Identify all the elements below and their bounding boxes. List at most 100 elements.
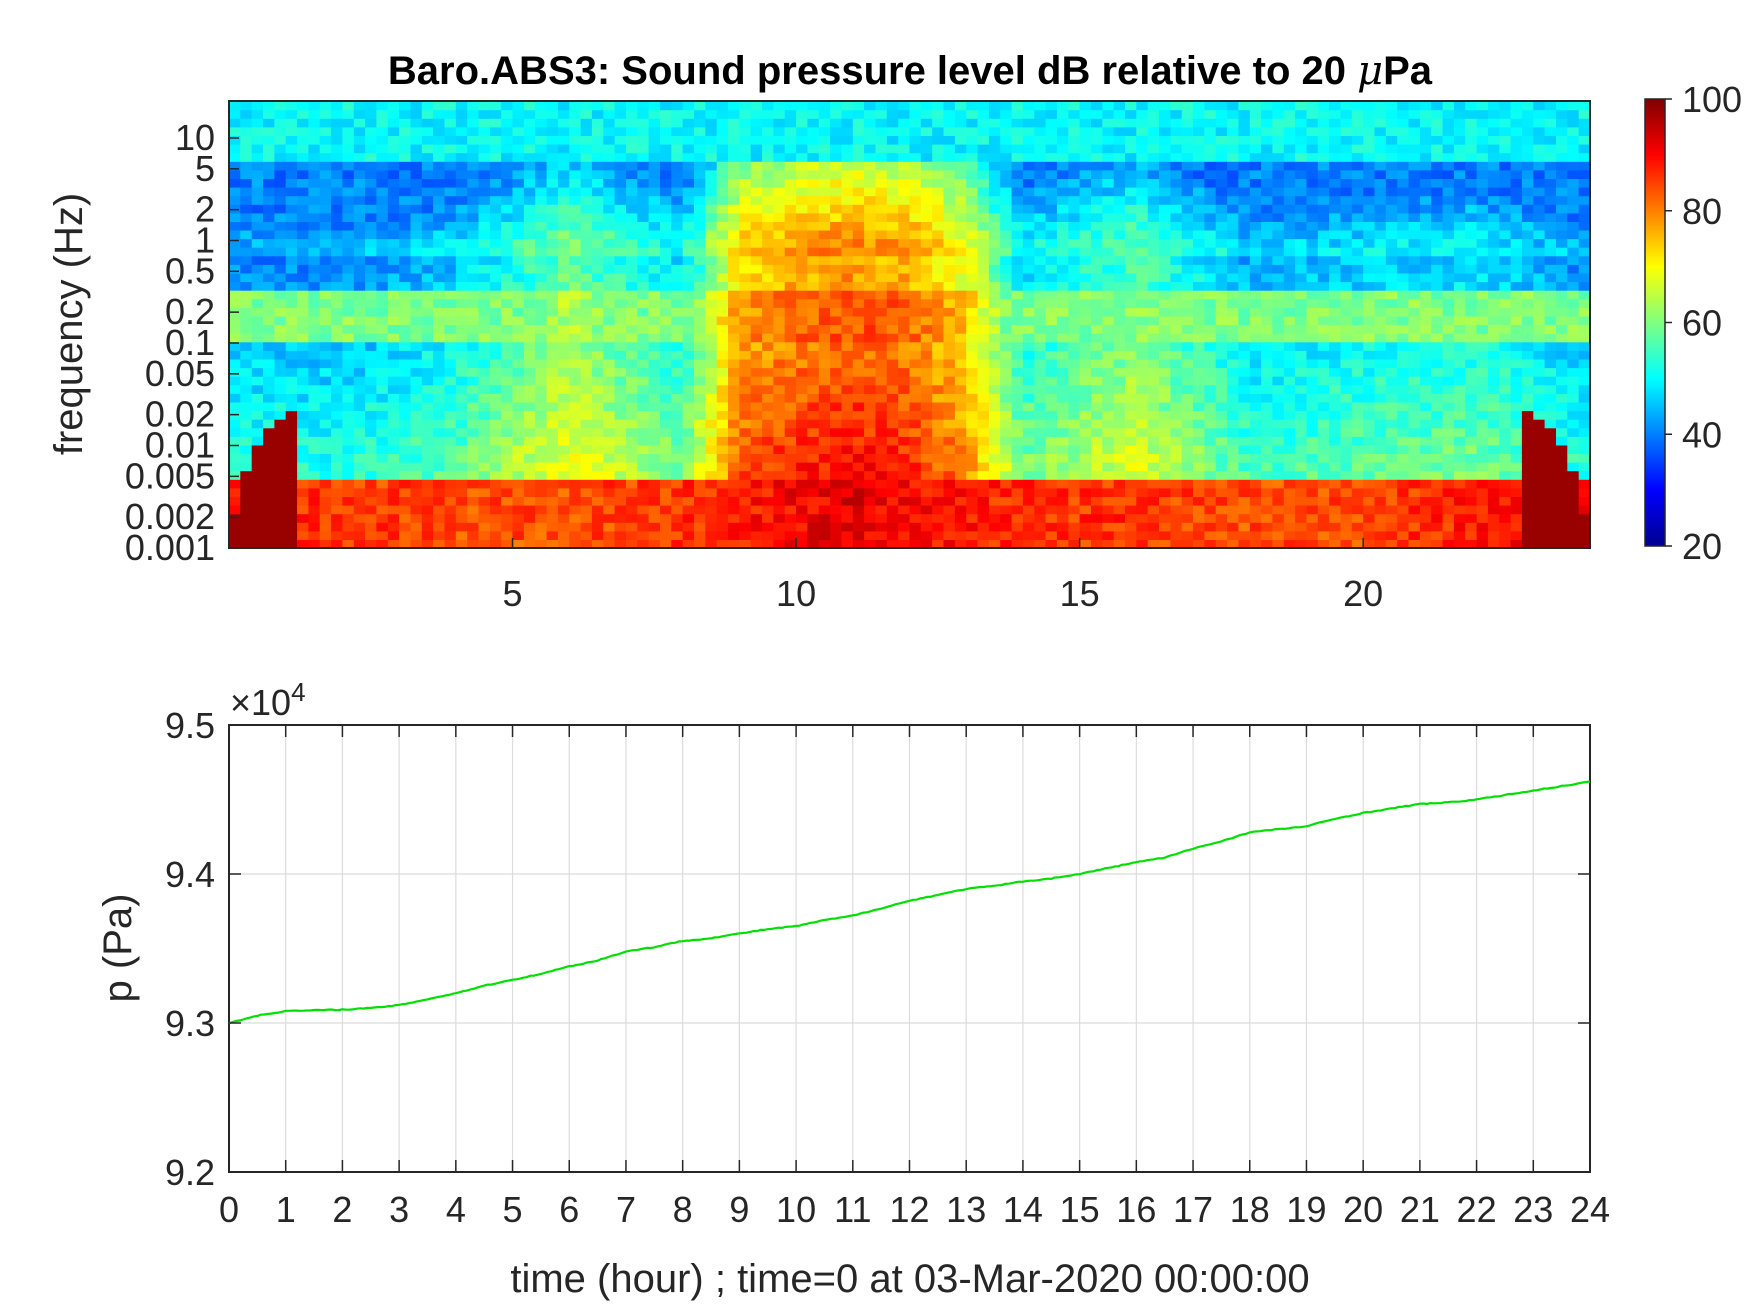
spectrogram-cell	[240, 144, 253, 154]
spectrogram-cell	[807, 358, 820, 369]
spectrogram-cell	[1238, 247, 1251, 257]
spectrogram-cell	[909, 290, 922, 300]
spectrogram-cell	[1113, 315, 1126, 326]
spectrogram-cell	[1227, 350, 1239, 360]
spectrogram-cell	[898, 358, 911, 369]
spectrogram-cell	[648, 470, 661, 480]
spectrogram-cell	[1011, 384, 1024, 394]
spectrogram-cell	[943, 513, 956, 523]
spectrogram-cell	[966, 324, 979, 334]
spectrogram-cell	[1283, 152, 1296, 162]
spectrogram-cell	[433, 530, 445, 540]
spectrogram-cell	[478, 419, 491, 429]
spectrogram-cell	[988, 169, 1001, 179]
spectrogram-cell	[830, 341, 842, 351]
spectrogram-cell	[932, 204, 945, 214]
spectrogram-cell	[1056, 195, 1069, 205]
spectrogram-cell	[1215, 187, 1228, 197]
spectrogram-cell	[421, 505, 434, 515]
spectrogram-cell	[988, 307, 1001, 317]
spectrogram-cell	[387, 255, 400, 265]
spectrogram-cell	[1056, 281, 1069, 291]
spectrogram-cell	[898, 453, 911, 463]
spectrogram-cell	[535, 298, 548, 308]
spectrogram-cell	[603, 247, 616, 257]
spectrogram-cell	[852, 229, 865, 240]
spectrogram-cell	[1079, 436, 1092, 446]
spectrogram-cell	[660, 350, 672, 360]
spectrogram-cell	[467, 109, 480, 119]
spectrogram-cell	[455, 247, 468, 257]
spectrogram-cell	[773, 496, 786, 506]
spectrogram-cell	[535, 496, 548, 506]
spectrogram-cell	[977, 315, 990, 326]
spectrogram-cell	[1079, 187, 1092, 197]
spectrogram-cell	[331, 358, 343, 369]
spectrogram-cell	[1204, 204, 1217, 214]
spectrogram-cell	[331, 427, 343, 437]
spectrogram-cell	[365, 358, 377, 369]
spectrogram-cell	[1056, 178, 1069, 188]
spectrogram-cell	[1136, 135, 1149, 145]
spectrogram-cell	[637, 255, 650, 265]
spectrogram-cell	[943, 238, 956, 248]
spectrogram-cell	[1125, 187, 1137, 197]
spectrogram-cell	[569, 470, 582, 480]
spectrogram-cell	[750, 307, 763, 317]
spectrogram-cell	[841, 169, 854, 179]
spectrogram-cell	[1215, 169, 1228, 179]
spectrogram-cell	[1193, 144, 1205, 154]
spectrogram-cell	[920, 204, 933, 214]
spectrogram-cell	[1034, 187, 1047, 197]
spectrogram-cell	[898, 161, 911, 171]
spectrogram-cell	[319, 384, 332, 394]
spectrogram-cell	[1283, 109, 1296, 119]
spectrogram-cell	[433, 307, 445, 317]
spectrogram-cell	[603, 410, 616, 420]
spectrogram-cell	[909, 212, 922, 222]
spectrogram-cell	[240, 453, 253, 463]
spectrogram-cell	[807, 307, 820, 317]
spectrogram-cell	[569, 367, 582, 377]
spectrogram-cell	[954, 333, 967, 343]
spectrogram-cell	[546, 505, 559, 515]
spectrogram-cell	[954, 229, 967, 240]
spectrogram-cell	[660, 530, 672, 540]
spectrogram-cell	[1000, 315, 1013, 326]
spectrogram-cell	[1136, 470, 1149, 480]
spectrogram-cell	[796, 410, 808, 420]
spectrogram-cell	[1000, 470, 1013, 480]
spectrogram-cell	[1079, 427, 1092, 437]
spectrogram-cell	[739, 281, 752, 291]
spectrogram-cell	[1022, 221, 1035, 231]
spectrogram-cell	[1102, 333, 1115, 343]
spectrogram-cell	[898, 315, 911, 326]
spectrogram-cell	[739, 479, 752, 489]
spectrogram-cell	[1306, 169, 1319, 179]
spectrogram-cell	[671, 324, 684, 334]
spectrogram-cell	[773, 462, 786, 472]
spectrogram-cell	[1022, 187, 1035, 197]
spectrogram-cell	[546, 187, 559, 197]
spectrogram-cell	[1000, 109, 1013, 119]
spectrogram-cell	[762, 255, 774, 265]
spectrogram-cell	[739, 109, 752, 119]
spectrogram-cell	[943, 307, 956, 317]
spectrogram-cell	[444, 384, 457, 394]
spectrogram-cell	[342, 315, 355, 326]
spectrogram-cell	[1283, 410, 1296, 420]
spectrogram-cell	[308, 255, 321, 265]
spectrogram-cell	[864, 281, 876, 291]
spectrogram-cell	[988, 264, 1001, 274]
spectrogram-cell	[387, 315, 400, 326]
spectrogram-cell	[1193, 264, 1205, 274]
spectrogram-cell	[501, 135, 514, 145]
spectrogram-cell	[1249, 401, 1262, 412]
spectrogram-cell	[229, 376, 241, 386]
spectrogram-cell	[943, 178, 956, 188]
spectrogram-cell	[591, 315, 604, 326]
spectrogram-cell	[1238, 178, 1251, 188]
spectrogram-cell	[285, 144, 298, 154]
spectrogram-cell	[1170, 118, 1183, 128]
spectrogram-cell	[1011, 393, 1024, 403]
